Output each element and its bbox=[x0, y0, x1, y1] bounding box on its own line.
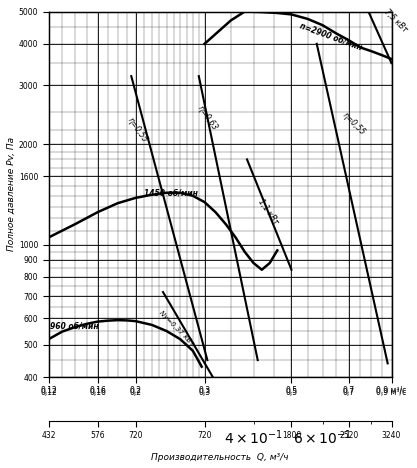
Text: η=0,55: η=0,55 bbox=[340, 111, 367, 137]
Text: 1,1 кВт: 1,1 кВт bbox=[256, 198, 280, 227]
Text: 0,12: 0,12 bbox=[40, 386, 57, 395]
Text: 0,5: 0,5 bbox=[285, 386, 298, 395]
Text: Nу=0,37 кВт: Nу=0,37 кВт bbox=[158, 310, 196, 347]
Text: 0,3: 0,3 bbox=[198, 386, 211, 395]
Text: 0,7: 0,7 bbox=[343, 386, 355, 395]
Text: 0,9 м³/с: 0,9 м³/с bbox=[377, 386, 407, 395]
Text: 7,5 кВт: 7,5 кВт bbox=[383, 7, 409, 34]
Text: 0,16: 0,16 bbox=[89, 386, 106, 395]
Text: 1450 об/мин: 1450 об/мин bbox=[144, 188, 198, 197]
X-axis label: Производительность  Q, м³/ч: Производительность Q, м³/ч bbox=[151, 453, 289, 462]
Text: η=0,55: η=0,55 bbox=[126, 116, 149, 145]
Text: η=0,63: η=0,63 bbox=[196, 103, 219, 132]
Text: n=2900 об/мин: n=2900 об/мин bbox=[298, 22, 363, 52]
Text: 0,2: 0,2 bbox=[130, 386, 141, 395]
Y-axis label: Полное давление Pv, Па: Полное давление Pv, Па bbox=[7, 137, 16, 251]
Text: 960 об/мин: 960 об/мин bbox=[50, 322, 99, 330]
